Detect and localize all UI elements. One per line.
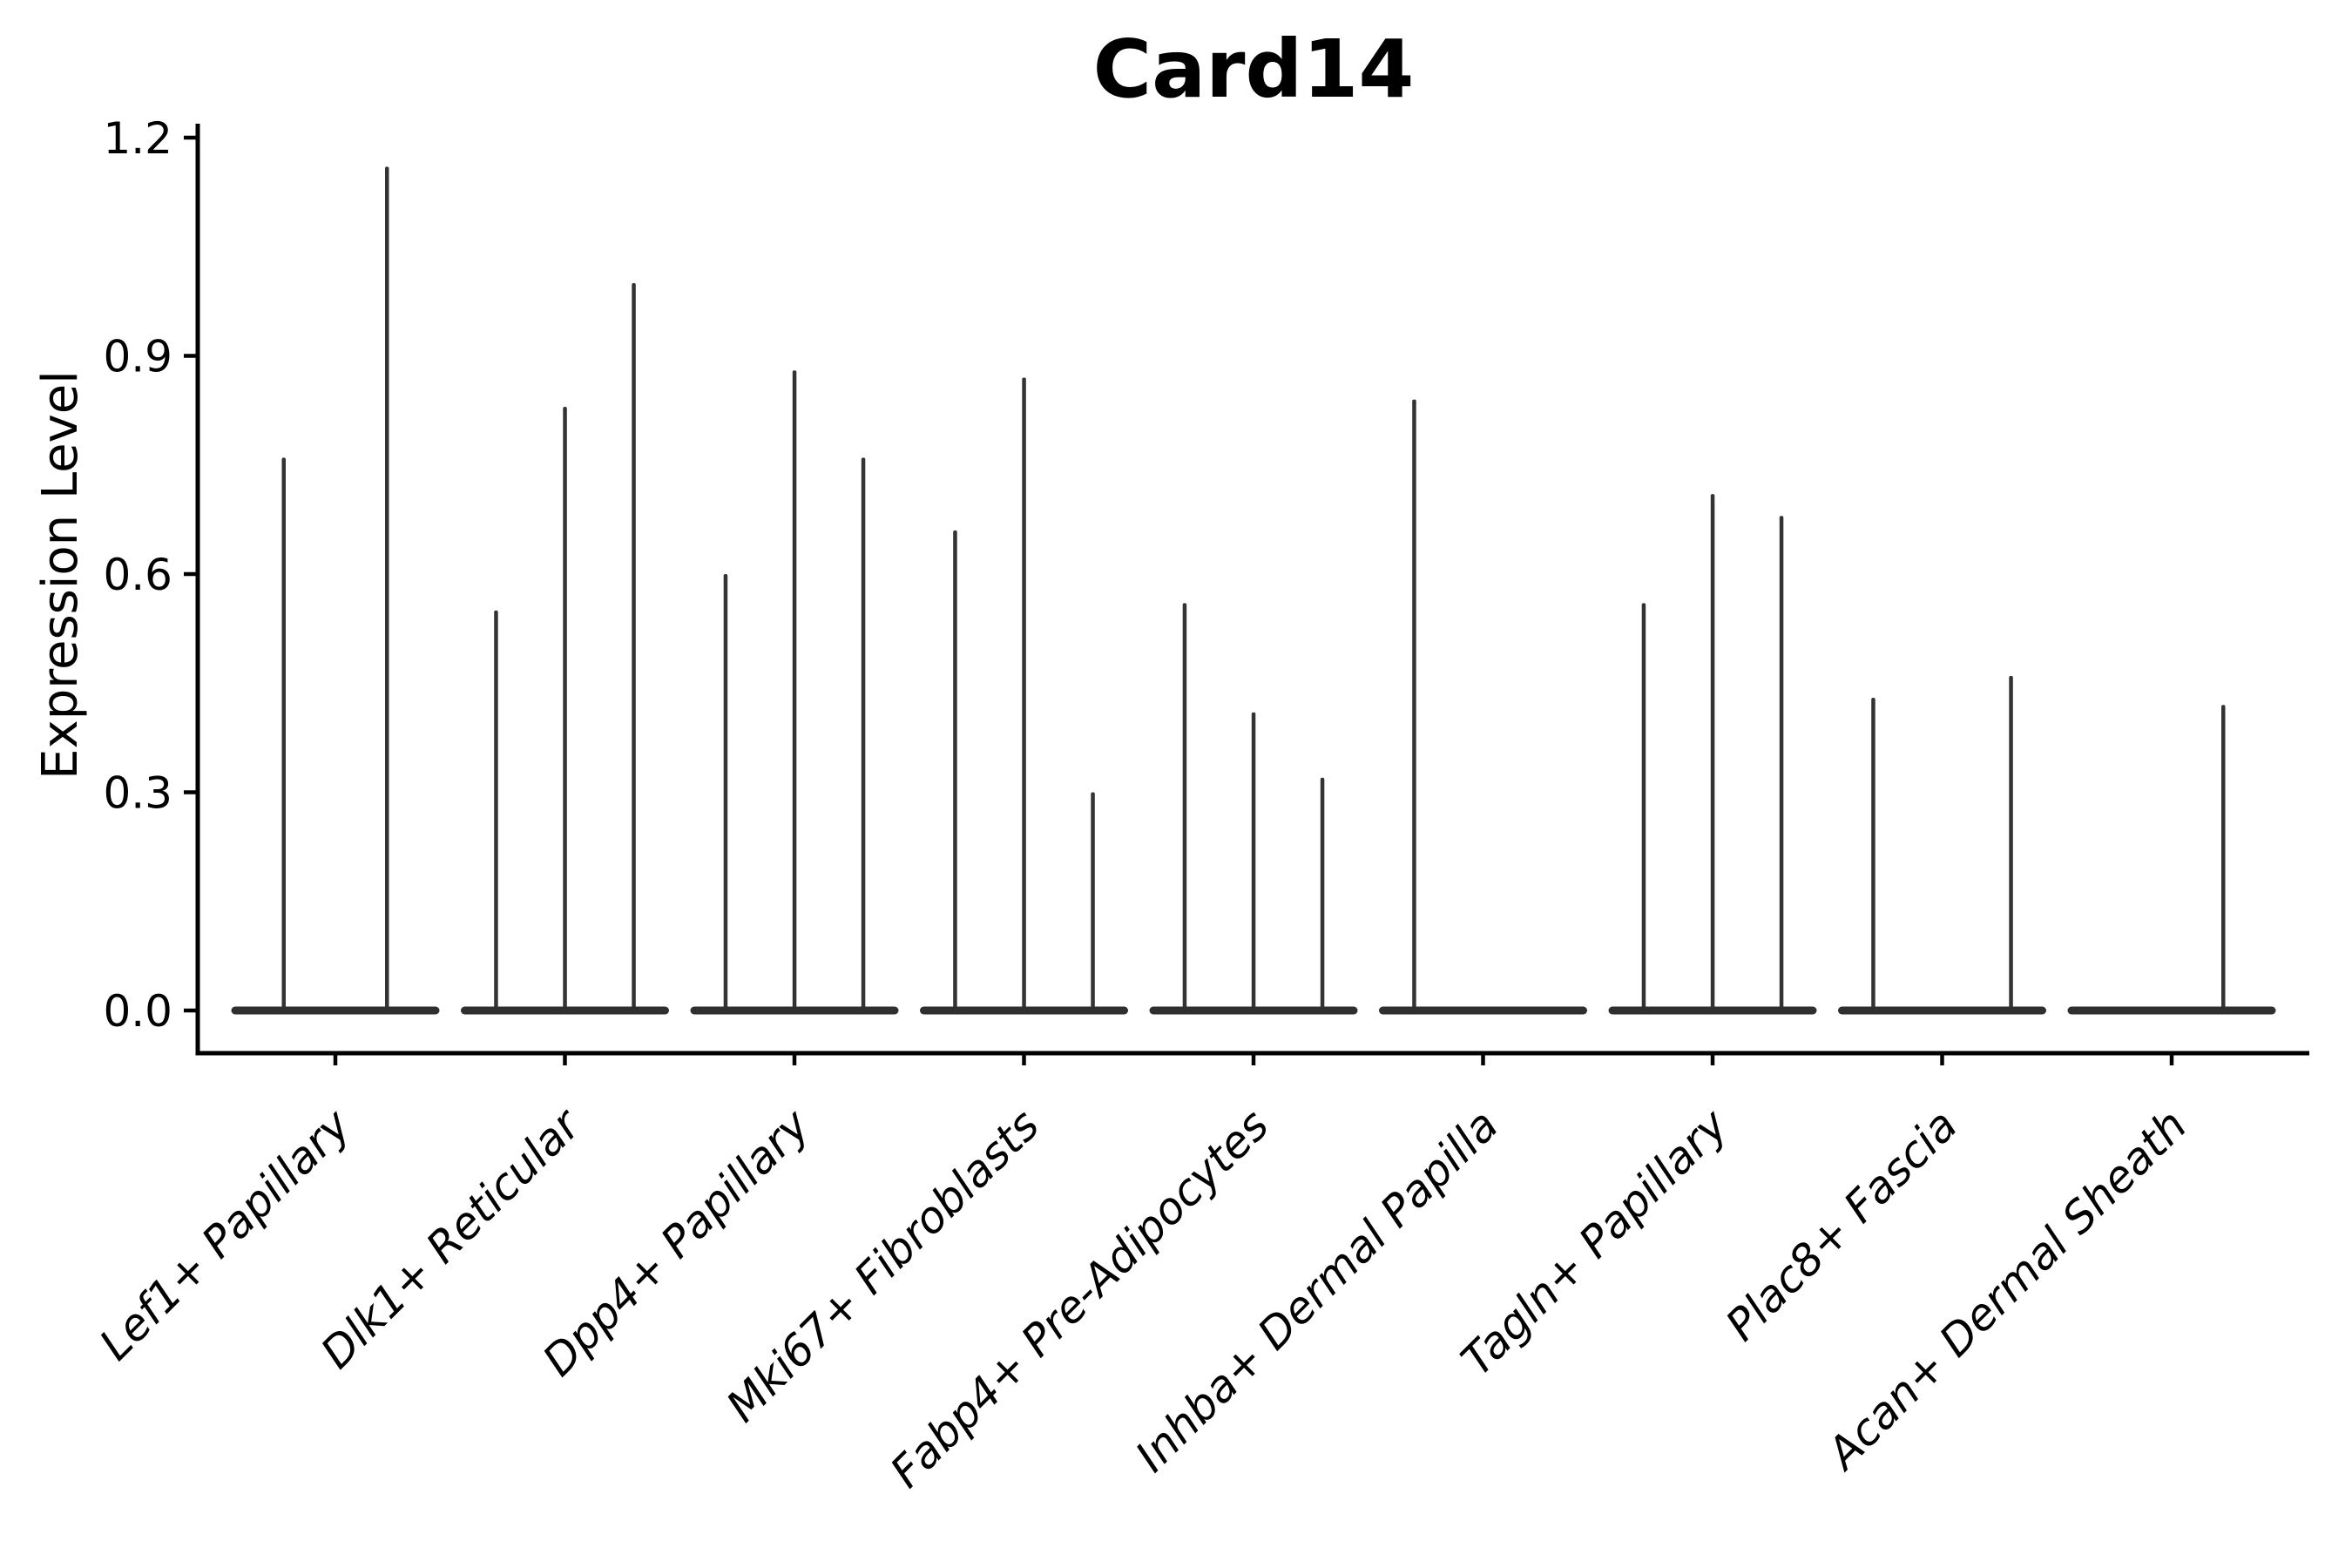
violin-base bbox=[690, 1006, 899, 1015]
violin-base bbox=[1838, 1006, 2046, 1015]
violin-base bbox=[231, 1006, 440, 1015]
x-tick-label: Lef1+ Papillary bbox=[90, 1098, 361, 1369]
violin-spike bbox=[1641, 603, 1646, 1010]
violin-base bbox=[461, 1006, 669, 1015]
violin-base bbox=[1379, 1006, 1587, 1015]
violin-spike bbox=[792, 370, 797, 1010]
violin-spike bbox=[1022, 377, 1026, 1010]
y-tick-label: 1.2 bbox=[103, 113, 172, 164]
y-tick-label: 0.3 bbox=[103, 768, 172, 819]
violin-base bbox=[2067, 1006, 2276, 1015]
violin-spike bbox=[1320, 777, 1325, 1010]
violin-spike bbox=[953, 530, 957, 1010]
violin-base bbox=[920, 1006, 1128, 1015]
y-tick-label: 0.9 bbox=[103, 332, 172, 382]
violin-spike bbox=[494, 610, 498, 1011]
violin-spike bbox=[2221, 705, 2226, 1010]
y-tick-label: 0.6 bbox=[103, 550, 172, 600]
violin-base bbox=[1149, 1006, 1358, 1015]
violin-spike bbox=[1412, 399, 1416, 1011]
violin-spike bbox=[1091, 792, 1095, 1010]
violin-base bbox=[1608, 1006, 1817, 1015]
violin-spike bbox=[723, 574, 728, 1010]
violin-spike bbox=[1182, 603, 1187, 1010]
violin-spike bbox=[563, 407, 567, 1010]
x-tick-label: Plac8+ Fascia bbox=[1716, 1099, 1967, 1350]
y-tick-label: 0.0 bbox=[103, 986, 172, 1037]
violin-spike bbox=[1710, 494, 1715, 1010]
chart-title: Card14 bbox=[1092, 23, 1415, 116]
violin-spike bbox=[1779, 516, 1784, 1010]
violin-spike bbox=[1871, 698, 1876, 1011]
violin-spike bbox=[2009, 675, 2013, 1010]
x-tick-label: Fabp4+ Pre-Adipocytes bbox=[881, 1099, 1279, 1497]
violin-spike bbox=[281, 457, 286, 1010]
violin-spike bbox=[632, 283, 636, 1010]
violin-spike bbox=[385, 166, 389, 1010]
violin-spike bbox=[861, 457, 866, 1010]
x-tick-label: Inhba+ Dermal Papilla bbox=[1126, 1099, 1508, 1481]
violin-spike bbox=[1251, 712, 1256, 1010]
